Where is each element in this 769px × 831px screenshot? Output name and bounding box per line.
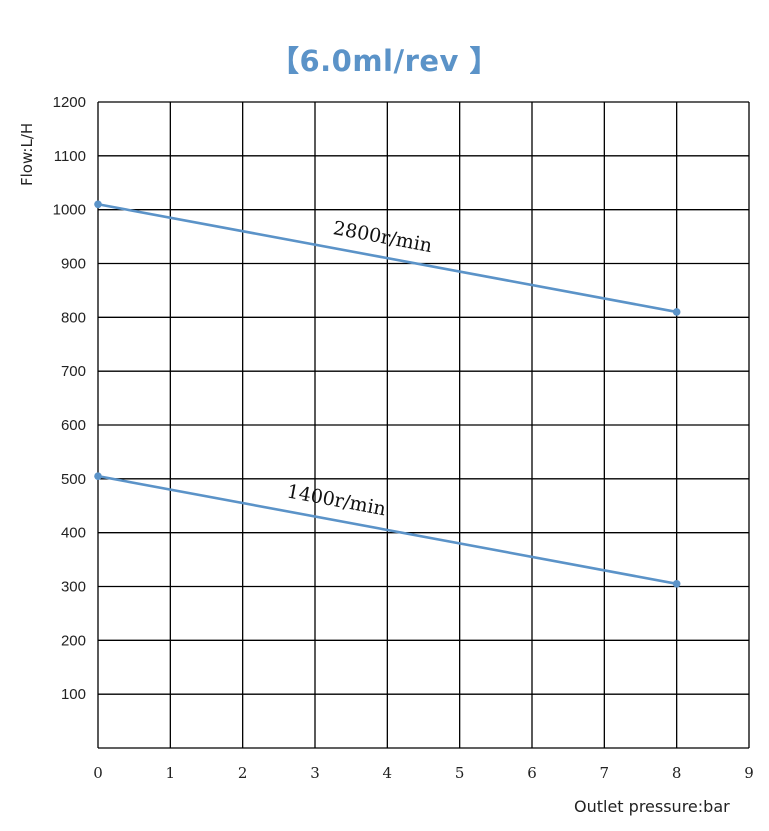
- data-point: [94, 200, 102, 209]
- x-tick-label: 2: [238, 764, 248, 782]
- series-line-2: [97, 474, 677, 586]
- x-tick-label: 6: [527, 764, 537, 782]
- y-tick-label: 400: [61, 525, 86, 542]
- x-tick-label: 8: [672, 764, 682, 782]
- y-tick-label: 1200: [53, 94, 86, 111]
- x-tick-label: 4: [383, 764, 393, 782]
- y-tick-label: 300: [61, 579, 86, 596]
- data-point: [672, 308, 681, 316]
- y-tick-label: 800: [61, 309, 86, 326]
- x-tick-label: 7: [600, 764, 610, 782]
- series-line-1: [97, 203, 677, 314]
- y-tick-label: 500: [61, 471, 86, 488]
- y-tick-label: 100: [61, 686, 86, 703]
- y-tick-label: 1100: [54, 148, 86, 165]
- y-tick-label: 900: [61, 256, 86, 273]
- chart-title: 【6.0ml/rev 】: [269, 44, 500, 78]
- x-tick-label: 5: [455, 764, 465, 782]
- y-tick-label: 700: [61, 363, 86, 380]
- x-tick-label: 0: [93, 764, 103, 782]
- x-axis-label: Outlet pressure:bar: [574, 797, 730, 816]
- data-point: [94, 472, 102, 480]
- y-tick-label: 1000: [53, 202, 86, 219]
- data-point: [672, 580, 681, 588]
- y-tick-label: 600: [61, 417, 86, 434]
- y-tick-label: 200: [61, 632, 86, 649]
- x-tick-label: 3: [310, 764, 320, 782]
- x-tick-label: 9: [744, 764, 754, 782]
- x-tick-label: 1: [166, 764, 176, 782]
